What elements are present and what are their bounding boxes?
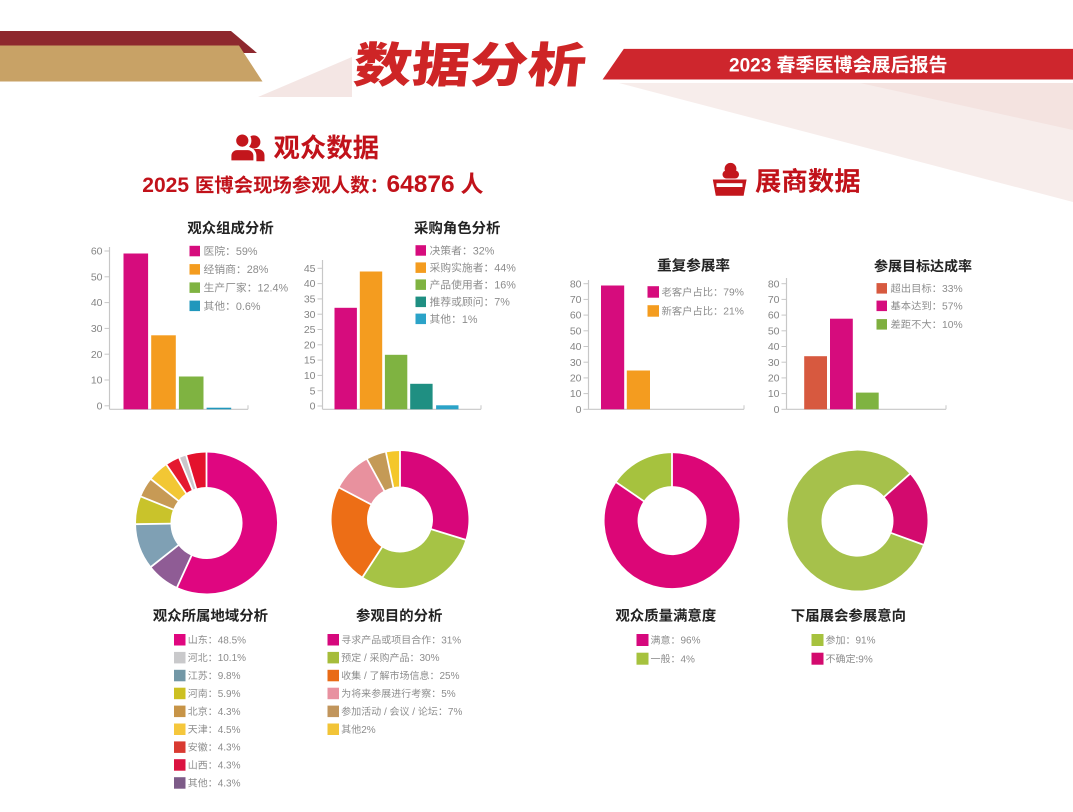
svg-text:0: 0 bbox=[97, 400, 103, 412]
svg-text:5.9%: 5.9% bbox=[218, 689, 241, 700]
svg-text:4%: 4% bbox=[681, 654, 696, 665]
svg-text:0: 0 bbox=[774, 404, 780, 416]
svg-text:20: 20 bbox=[91, 349, 103, 361]
svg-text:10: 10 bbox=[768, 388, 780, 400]
svg-text:12.4%: 12.4% bbox=[258, 283, 289, 295]
svg-text:2025: 2025 bbox=[142, 174, 189, 197]
svg-text:60: 60 bbox=[91, 246, 103, 258]
svg-text:4.3%: 4.3% bbox=[218, 707, 241, 718]
svg-text:20: 20 bbox=[768, 373, 780, 385]
svg-text:44%: 44% bbox=[494, 263, 516, 275]
svg-text:45: 45 bbox=[304, 263, 316, 275]
svg-text:10%: 10% bbox=[942, 320, 963, 331]
svg-text:0.6%: 0.6% bbox=[236, 301, 261, 313]
svg-text:7%: 7% bbox=[494, 297, 510, 309]
svg-text:10: 10 bbox=[304, 370, 316, 382]
svg-text:60: 60 bbox=[570, 310, 582, 322]
svg-text:50: 50 bbox=[91, 271, 103, 283]
svg-text:15: 15 bbox=[304, 355, 316, 367]
svg-text:40: 40 bbox=[570, 341, 582, 353]
svg-text:64876: 64876 bbox=[387, 171, 455, 198]
svg-text:10: 10 bbox=[91, 375, 103, 387]
svg-text:4.5%: 4.5% bbox=[218, 725, 241, 736]
svg-text:80: 80 bbox=[570, 278, 582, 290]
svg-text:4.3%: 4.3% bbox=[218, 743, 241, 754]
svg-text:5: 5 bbox=[310, 385, 316, 397]
svg-text:1%: 1% bbox=[462, 314, 478, 326]
svg-text:9.8%: 9.8% bbox=[218, 671, 241, 682]
svg-text:40: 40 bbox=[768, 341, 780, 353]
svg-text:4.3%: 4.3% bbox=[218, 779, 241, 790]
svg-text:5%: 5% bbox=[441, 689, 456, 700]
svg-text:57%: 57% bbox=[942, 302, 963, 313]
svg-text:30%: 30% bbox=[420, 653, 440, 664]
svg-text:2023: 2023 bbox=[729, 56, 771, 77]
svg-text:0: 0 bbox=[310, 401, 316, 413]
svg-text:25: 25 bbox=[304, 324, 316, 336]
svg-text:48.5%: 48.5% bbox=[218, 635, 246, 646]
svg-text:40: 40 bbox=[91, 297, 103, 309]
svg-text:50: 50 bbox=[768, 325, 780, 337]
svg-text:33%: 33% bbox=[942, 284, 963, 295]
svg-text:80: 80 bbox=[768, 278, 780, 290]
svg-text:10: 10 bbox=[570, 388, 582, 400]
svg-text:31%: 31% bbox=[441, 635, 461, 646]
svg-text:0: 0 bbox=[576, 404, 582, 416]
svg-text:35: 35 bbox=[304, 294, 316, 306]
svg-text:4.3%: 4.3% bbox=[218, 761, 241, 772]
svg-text:70: 70 bbox=[768, 294, 780, 306]
svg-text:30: 30 bbox=[570, 357, 582, 369]
svg-text:/: / bbox=[384, 707, 387, 718]
svg-text:2%: 2% bbox=[361, 725, 376, 736]
svg-text:30: 30 bbox=[304, 309, 316, 321]
svg-text:60: 60 bbox=[768, 310, 780, 322]
svg-text:25%: 25% bbox=[440, 671, 460, 682]
svg-text:30: 30 bbox=[768, 357, 780, 369]
svg-text:28%: 28% bbox=[247, 264, 269, 276]
svg-text:32%: 32% bbox=[473, 245, 495, 257]
svg-text:70: 70 bbox=[570, 294, 582, 306]
svg-text:91%: 91% bbox=[856, 636, 876, 647]
svg-text:16%: 16% bbox=[494, 280, 516, 292]
svg-text:/: / bbox=[412, 707, 415, 718]
svg-text:79%: 79% bbox=[723, 288, 744, 299]
svg-text:30: 30 bbox=[91, 323, 103, 335]
svg-text:59%: 59% bbox=[236, 246, 258, 258]
svg-text:7%: 7% bbox=[448, 707, 463, 718]
svg-text:40: 40 bbox=[304, 278, 316, 290]
svg-text:20: 20 bbox=[570, 373, 582, 385]
svg-text:/: / bbox=[364, 653, 367, 664]
svg-text:/: / bbox=[364, 671, 367, 682]
svg-text:9%: 9% bbox=[858, 654, 873, 665]
svg-text:50: 50 bbox=[570, 325, 582, 337]
svg-text:96%: 96% bbox=[681, 636, 701, 647]
svg-text:10.1%: 10.1% bbox=[218, 653, 246, 664]
svg-text:20: 20 bbox=[304, 339, 316, 351]
svg-text:21%: 21% bbox=[723, 307, 744, 318]
